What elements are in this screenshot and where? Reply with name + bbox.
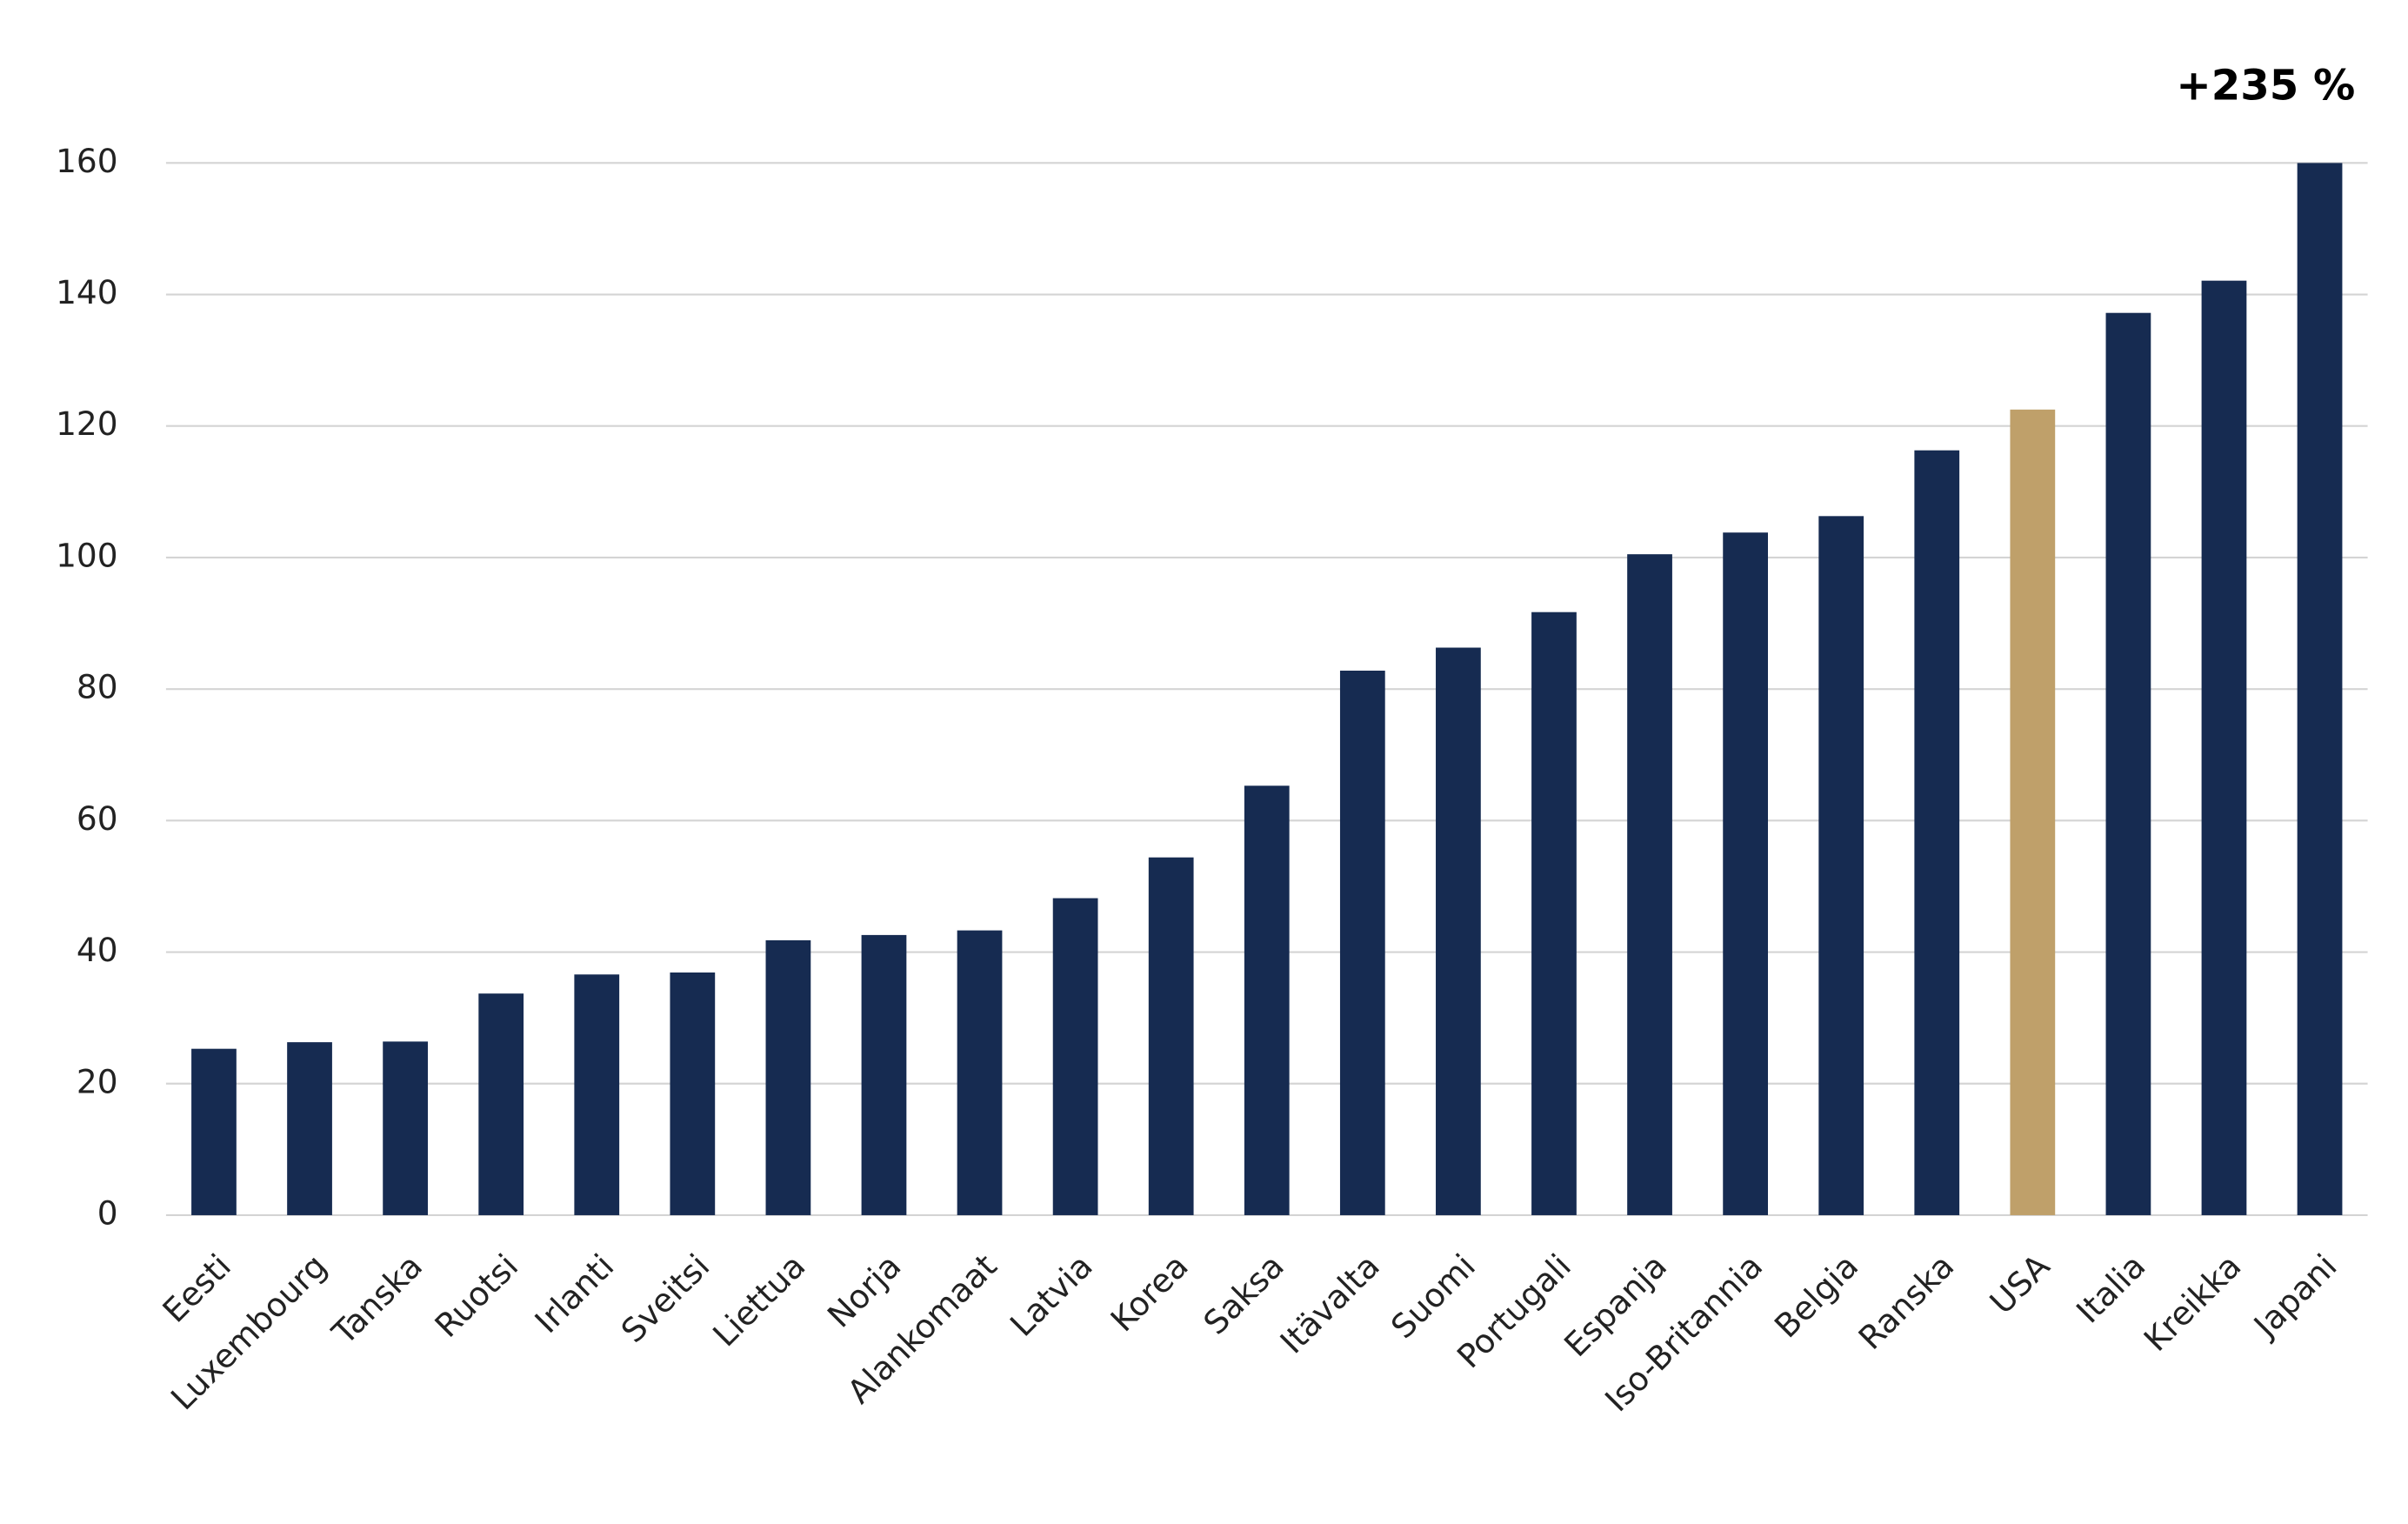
x-tick-label: Tanska — [324, 1247, 430, 1353]
x-tick-label: Japani — [2245, 1247, 2345, 1346]
bar — [1244, 785, 1290, 1215]
x-tick-label: Eesti — [155, 1247, 238, 1330]
bar — [670, 972, 716, 1215]
bar — [2297, 163, 2343, 1215]
bar — [765, 939, 811, 1215]
bar — [1627, 554, 1672, 1215]
y-tick-label: 160 — [56, 142, 118, 180]
annotation: +235 % — [2176, 62, 2355, 110]
x-tick-label: Italia — [2069, 1247, 2152, 1330]
x-tick-label: Liettua — [705, 1247, 812, 1354]
x-tick-label: USA — [1982, 1247, 2057, 1321]
bar — [1818, 516, 1864, 1215]
x-tick-label: Norja — [820, 1247, 909, 1335]
y-tick-label: 120 — [56, 404, 118, 443]
bars — [191, 163, 2343, 1215]
bar — [1723, 532, 1768, 1215]
bar — [861, 934, 907, 1215]
x-tick-label: Ranska — [1851, 1247, 1961, 1357]
y-tick-label: 100 — [56, 536, 118, 574]
y-tick-label: 20 — [77, 1062, 118, 1100]
x-tick-label: Ruotsi — [427, 1247, 525, 1345]
y-tick-label: 40 — [77, 931, 118, 969]
bar — [191, 1048, 237, 1215]
x-tick-label: Latvia — [1003, 1247, 1100, 1344]
x-tick-label: Itävalta — [1272, 1247, 1386, 1360]
x-tick-label: Kreikka — [2137, 1247, 2249, 1359]
bar — [2105, 312, 2151, 1215]
bar — [478, 993, 524, 1215]
bar — [383, 1041, 428, 1215]
bar — [957, 930, 1003, 1215]
x-tick-label: Irlanti — [527, 1247, 621, 1340]
bar — [1052, 898, 1098, 1215]
y-tick-label: 140 — [56, 273, 118, 311]
x-tick-label: Saksa — [1196, 1247, 1291, 1342]
bar — [2010, 409, 2056, 1215]
x-tick-label: Korea — [1104, 1247, 1196, 1339]
grid — [165, 162, 2368, 1217]
bar — [2201, 280, 2247, 1215]
y-tick-label: 60 — [77, 799, 118, 838]
y-tick-label: 80 — [77, 668, 118, 706]
bar — [1914, 450, 1960, 1215]
bar — [1531, 612, 1577, 1215]
bar — [1436, 647, 1481, 1215]
bar — [1148, 857, 1194, 1215]
bar — [1339, 670, 1385, 1215]
x-tick-label: Sveitsi — [614, 1247, 717, 1350]
y-tick-label: 0 — [97, 1193, 118, 1232]
bar — [574, 974, 620, 1215]
bar — [287, 1042, 332, 1215]
